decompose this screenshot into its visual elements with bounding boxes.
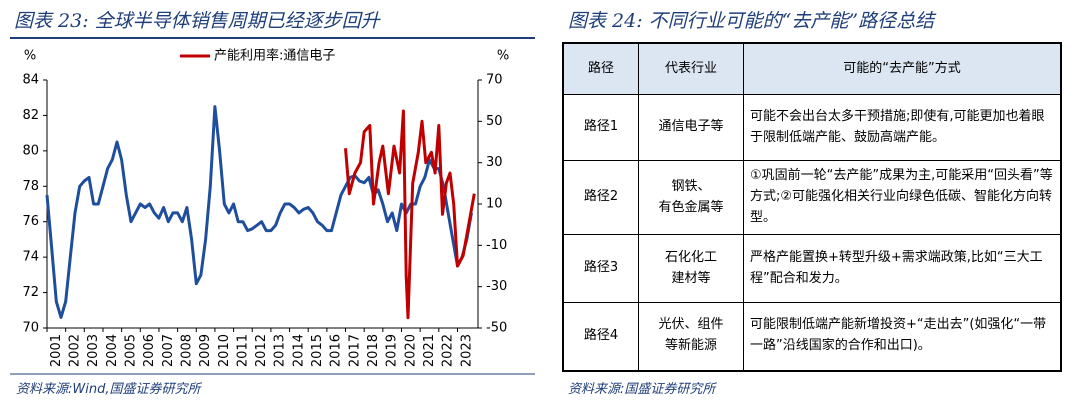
cell: 钢铁、 有色金属等 — [638, 160, 744, 235]
cell: 可能不会出台太多干预措施;即使有,可能更加也着眼于限制低端产能、鼓励高端产能。 — [743, 94, 1062, 161]
chart-source: 资料来源:Wind,国盛证券研究所 — [16, 382, 201, 397]
row: 路径2 钢铁、 有色金属等 ①巩固前一轮“去产能”成果为主,可能采用“回头看”等方式… — [562, 160, 1062, 235]
cell: 光伏、组件 等新能源 — [638, 302, 744, 371]
y-label: % — [24, 49, 36, 64]
cell: 通信电子等 — [638, 94, 744, 161]
table-source: 资料来源:国盛证券研究所 — [568, 382, 716, 397]
cell: 路径2 — [562, 160, 639, 235]
row: 路径1 通信电子等 可能不会出台太多干预措施;即使有,可能更加也着眼于限制低端产能、… — [562, 94, 1062, 161]
header-row: 路径 代表行业 可能的“去产能”方式 — [562, 42, 1062, 95]
header-cell: 代表行业 — [638, 42, 744, 95]
cell: 严格产能置换+转型升级+需求端政策,比如“三大工程”配合和发力。 — [743, 234, 1062, 303]
chart: % % — [10, 37, 535, 375]
cell: 石化化工 建材等 — [638, 234, 744, 303]
header-cell: 路径 — [562, 42, 639, 95]
y2-label: % — [497, 49, 509, 64]
cell: 可能限制低端产能新增投资+“走出去”(如强化“一带一路”沿线国家的合作和出口)。 — [743, 302, 1062, 371]
table-title: 图表 24: 不同行业可能的“去产能”路径总结 — [568, 10, 935, 32]
header-cell: 可能的“去产能”方式 — [743, 42, 1062, 95]
row: 路径4 光伏、组件 等新能源 可能限制低端产能新增投资+“走出去”(如强化“一带一路… — [562, 302, 1062, 371]
table: 路径 代表行业 可能的“去产能”方式 路径1 通信电子等 可能不会出台太多干预措施;即使有… — [562, 42, 1062, 372]
chart-title: 图表 23: 全球半导体销售周期已经逐步回升 — [14, 10, 380, 32]
cell: 路径1 — [562, 94, 639, 161]
row: 路径3 石化化工 建材等 严格产能置换+转型升级+需求端政策,比如“三大工程”配合和… — [562, 234, 1062, 303]
cell: 路径3 — [562, 234, 639, 303]
cell: ①巩固前一轮“去产能”成果为主,可能采用“回头看”等方式;②可能强化相关行业向绿… — [743, 160, 1062, 235]
cell: 路径4 — [562, 302, 639, 371]
